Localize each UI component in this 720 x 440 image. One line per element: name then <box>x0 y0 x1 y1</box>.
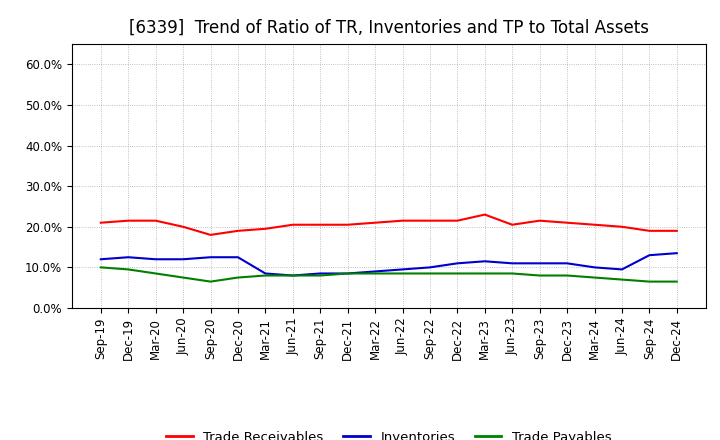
Trade Payables <box>645 279 654 284</box>
Line: Inventories: Inventories <box>101 253 677 275</box>
Inventories <box>590 265 599 270</box>
Trade Receivables <box>261 226 270 231</box>
Trade Receivables <box>563 220 572 225</box>
Trade Payables <box>398 271 407 276</box>
Trade Receivables <box>618 224 626 229</box>
Trade Payables <box>124 267 132 272</box>
Trade Payables <box>316 273 325 278</box>
Inventories <box>645 253 654 258</box>
Trade Payables <box>151 271 160 276</box>
Line: Trade Payables: Trade Payables <box>101 268 677 282</box>
Inventories <box>398 267 407 272</box>
Trade Payables <box>289 273 297 278</box>
Line: Trade Receivables: Trade Receivables <box>101 215 677 235</box>
Trade Payables <box>563 273 572 278</box>
Trade Receivables <box>233 228 242 234</box>
Trade Receivables <box>536 218 544 224</box>
Trade Receivables <box>179 224 187 229</box>
Trade Receivables <box>480 212 489 217</box>
Trade Payables <box>536 273 544 278</box>
Inventories <box>316 271 325 276</box>
Trade Payables <box>426 271 434 276</box>
Trade Receivables <box>96 220 105 225</box>
Trade Receivables <box>124 218 132 224</box>
Inventories <box>261 271 270 276</box>
Inventories <box>453 260 462 266</box>
Inventories <box>206 255 215 260</box>
Inventories <box>536 260 544 266</box>
Inventories <box>426 265 434 270</box>
Inventories <box>371 269 379 274</box>
Inventories <box>480 259 489 264</box>
Trade Receivables <box>206 232 215 238</box>
Inventories <box>151 257 160 262</box>
Trade Payables <box>453 271 462 276</box>
Trade Receivables <box>672 228 681 234</box>
Trade Receivables <box>590 222 599 227</box>
Trade Payables <box>672 279 681 284</box>
Trade Payables <box>618 277 626 282</box>
Trade Payables <box>480 271 489 276</box>
Inventories <box>233 255 242 260</box>
Trade Payables <box>261 273 270 278</box>
Trade Receivables <box>426 218 434 224</box>
Trade Payables <box>371 271 379 276</box>
Trade Receivables <box>453 218 462 224</box>
Inventories <box>96 257 105 262</box>
Trade Receivables <box>289 222 297 227</box>
Title: [6339]  Trend of Ratio of TR, Inventories and TP to Total Assets: [6339] Trend of Ratio of TR, Inventories… <box>129 19 649 37</box>
Inventories <box>289 273 297 278</box>
Inventories <box>563 260 572 266</box>
Inventories <box>343 271 352 276</box>
Trade Payables <box>343 271 352 276</box>
Inventories <box>618 267 626 272</box>
Trade Receivables <box>371 220 379 225</box>
Trade Payables <box>233 275 242 280</box>
Inventories <box>672 250 681 256</box>
Trade Payables <box>96 265 105 270</box>
Trade Payables <box>206 279 215 284</box>
Trade Receivables <box>151 218 160 224</box>
Trade Receivables <box>508 222 516 227</box>
Trade Payables <box>179 275 187 280</box>
Trade Payables <box>508 271 516 276</box>
Inventories <box>179 257 187 262</box>
Trade Receivables <box>398 218 407 224</box>
Trade Receivables <box>645 228 654 234</box>
Trade Receivables <box>343 222 352 227</box>
Trade Payables <box>590 275 599 280</box>
Inventories <box>124 255 132 260</box>
Legend: Trade Receivables, Inventories, Trade Payables: Trade Receivables, Inventories, Trade Pa… <box>161 425 616 440</box>
Inventories <box>508 260 516 266</box>
Trade Receivables <box>316 222 325 227</box>
